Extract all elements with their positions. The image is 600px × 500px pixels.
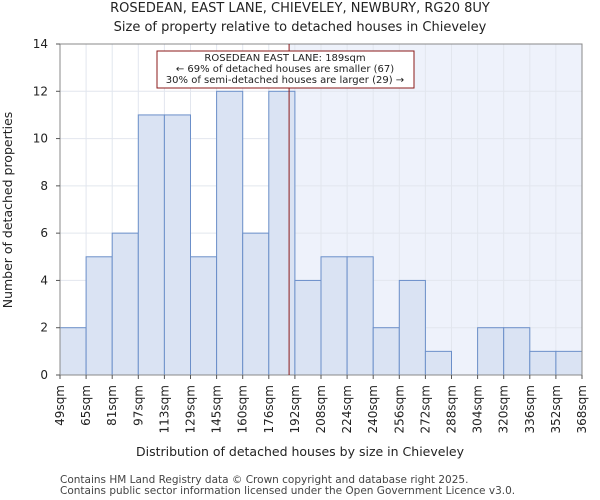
x-tick-label: 65sqm (79, 385, 93, 426)
x-tick-label: 256sqm (392, 385, 406, 433)
footer-line-1: Contains HM Land Registry data © Crown c… (60, 474, 468, 486)
y-tick-label: 0 (40, 368, 48, 382)
chart-subtitle: Size of property relative to detached ho… (114, 20, 487, 35)
x-tick-label: 113sqm (157, 385, 171, 433)
x-tick-label: 81sqm (105, 385, 119, 426)
bar-97sqm (137, 114, 165, 376)
chart-title: ROSEDEAN, EAST LANE, CHIEVELEY, NEWBURY,… (110, 1, 490, 16)
y-tick-label: 14 (33, 37, 48, 51)
bar-129sqm (190, 256, 218, 376)
bar-192sqm (294, 279, 322, 376)
x-tick-label: 304sqm (471, 385, 485, 433)
bar-224sqm (346, 256, 374, 376)
x-tick-label: 145sqm (210, 385, 224, 433)
bar-304sqm (477, 327, 505, 376)
x-tick-label: 129sqm (184, 385, 198, 433)
bar-240sqm (372, 327, 400, 376)
y-tick-label: 6 (40, 226, 48, 240)
x-tick-label: 208sqm (314, 385, 328, 433)
bar-208sqm (320, 256, 348, 376)
x-axis-label: Distribution of detached houses by size … (136, 444, 465, 459)
x-tick-label: 49sqm (53, 385, 67, 426)
x-tick-label: 240sqm (366, 385, 380, 433)
x-tick-label: 97sqm (131, 385, 145, 426)
annotation-box: ROSEDEAN EAST LANE: 189sqm ← 69% of deta… (156, 50, 415, 89)
bar-160sqm (242, 232, 270, 376)
y-tick-label: 12 (33, 84, 48, 98)
y-axis-ticks: 0 2 4 6 8 10 12 14 (33, 37, 60, 382)
x-tick-label: 176sqm (262, 385, 276, 433)
x-tick-label: 368sqm (575, 385, 589, 433)
bar-352sqm (555, 350, 583, 376)
y-tick-label: 10 (33, 132, 48, 146)
bar-256sqm (398, 279, 426, 376)
x-tick-label: 160sqm (236, 385, 250, 433)
footer-line-2: Contains public sector information licen… (60, 485, 515, 497)
bars (59, 90, 583, 376)
y-tick-label: 4 (40, 273, 48, 287)
bar-320sqm (503, 327, 531, 376)
x-tick-label: 288sqm (445, 385, 459, 433)
bar-176sqm (268, 90, 296, 376)
bar-49sqm (59, 327, 87, 376)
x-tick-label: 272sqm (418, 385, 432, 433)
x-tick-label: 320sqm (497, 385, 511, 433)
bar-336sqm (529, 350, 557, 376)
x-tick-label: 224sqm (340, 385, 354, 433)
y-axis-label: Number of detached properties (0, 112, 15, 309)
x-axis-ticks: 49sqm 65sqm 81sqm 97sqm 113sqm 129sqm 145sqm 16… (53, 375, 589, 433)
bar-81sqm (111, 232, 139, 376)
y-tick-label: 2 (40, 321, 48, 335)
bar-65sqm (85, 256, 113, 376)
annotation-frame (156, 50, 415, 89)
bar-145sqm (216, 90, 244, 376)
x-tick-label: 192sqm (288, 385, 302, 433)
annotation-line-2: ← 69% of detached houses are smaller (67… (176, 64, 394, 75)
annotation-line-1: ROSEDEAN EAST LANE: 189sqm (204, 53, 365, 64)
x-tick-label: 352sqm (549, 385, 563, 433)
x-tick-label: 336sqm (523, 385, 537, 433)
y-tick-label: 8 (40, 179, 48, 193)
bar-113sqm (163, 114, 191, 376)
annotation-line-3: 30% of semi-detached houses are larger (… (166, 75, 404, 86)
bar-272sqm (424, 350, 452, 376)
